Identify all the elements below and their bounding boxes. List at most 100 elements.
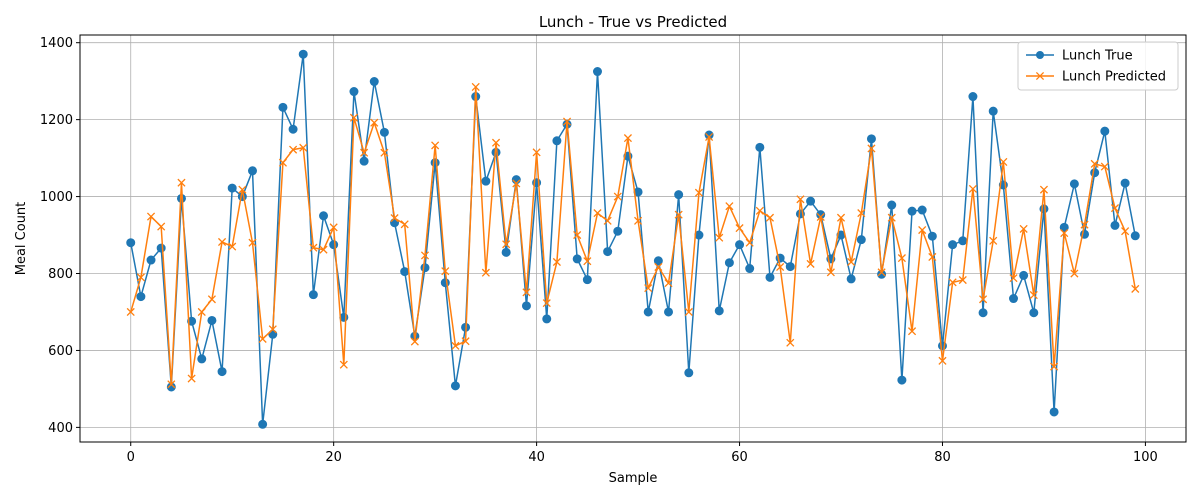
data-point <box>298 49 308 59</box>
data-point <box>542 314 552 324</box>
data-point <box>674 210 683 219</box>
data-point <box>228 242 237 251</box>
data-point <box>420 251 430 260</box>
data-point <box>866 134 876 144</box>
data-point <box>745 264 755 274</box>
series-line <box>130 86 1137 386</box>
legend-item-1: Lunch True <box>1026 49 1133 64</box>
data-point <box>999 157 1008 167</box>
data-point <box>664 279 673 288</box>
data-point <box>1029 308 1039 318</box>
data-point <box>836 213 846 222</box>
data-point <box>319 245 328 254</box>
data-point <box>319 211 329 221</box>
data-point <box>562 117 572 126</box>
data-point <box>958 275 967 285</box>
data-point <box>146 255 156 265</box>
data-point <box>532 148 541 157</box>
data-point <box>755 206 764 215</box>
data-point <box>1049 407 1059 417</box>
data-point <box>826 268 835 277</box>
data-point <box>451 341 460 350</box>
data-point <box>329 240 339 250</box>
data-point <box>278 102 288 112</box>
data-point <box>583 257 592 266</box>
legend-marker <box>1036 51 1044 59</box>
data-point <box>379 127 389 137</box>
data-point <box>247 166 257 176</box>
data-point <box>248 238 257 247</box>
data-point <box>136 273 145 282</box>
data-point <box>126 238 136 248</box>
x-tick-label: 60 <box>731 450 748 465</box>
data-point <box>217 367 227 377</box>
data-point <box>603 216 612 225</box>
data-point <box>308 290 318 300</box>
data-point <box>512 179 521 188</box>
data-point <box>1131 284 1140 293</box>
data-point <box>887 213 896 222</box>
data-point <box>349 87 359 97</box>
data-point <box>207 295 216 304</box>
data-point <box>146 212 156 221</box>
data-point <box>258 334 267 343</box>
x-tick-label: 80 <box>934 450 951 465</box>
data-point <box>360 148 369 157</box>
data-point <box>288 124 298 134</box>
data-point <box>573 230 582 240</box>
data-point <box>197 354 207 364</box>
data-point <box>278 158 287 167</box>
data-point <box>197 307 206 317</box>
data-point <box>400 220 409 229</box>
data-point <box>440 278 450 288</box>
data-point <box>157 222 166 231</box>
data-point <box>897 375 907 385</box>
legend-marker <box>1035 71 1045 81</box>
data-point <box>582 275 592 285</box>
series-2 <box>126 82 1140 389</box>
data-point <box>501 247 511 257</box>
data-point <box>542 299 551 308</box>
chart-title: Lunch - True vs Predicted <box>539 13 727 31</box>
y-tick-label: 1200 <box>40 113 73 128</box>
x-tick-label: 20 <box>325 450 342 465</box>
data-point <box>877 268 886 277</box>
data-point <box>380 148 389 157</box>
data-point <box>654 262 663 272</box>
data-point <box>1090 159 1099 168</box>
data-point <box>1060 229 1069 238</box>
data-point <box>430 158 440 168</box>
data-point <box>735 240 745 250</box>
data-point <box>1110 220 1120 230</box>
data-point <box>156 243 166 253</box>
x-tick-label: 100 <box>1133 450 1158 465</box>
data-point <box>816 212 825 222</box>
data-point <box>390 214 399 223</box>
data-point <box>745 238 754 247</box>
data-point <box>988 106 998 116</box>
data-point <box>227 183 237 193</box>
y-tick-label: 1400 <box>40 36 73 51</box>
data-point <box>289 145 298 154</box>
data-point <box>309 243 318 252</box>
data-point <box>1110 204 1120 213</box>
data-point <box>1100 126 1110 136</box>
data-point <box>1009 274 1018 283</box>
data-point <box>1050 362 1059 371</box>
data-point <box>431 141 440 150</box>
data-point <box>887 200 897 210</box>
data-point <box>1070 269 1079 278</box>
data-point <box>1019 270 1029 280</box>
data-point <box>491 138 501 147</box>
data-point <box>948 240 958 250</box>
data-point <box>1121 227 1130 236</box>
data-point <box>217 237 227 247</box>
data-point <box>674 190 684 200</box>
data-point <box>786 338 795 347</box>
data-point <box>126 307 135 317</box>
data-point <box>400 267 410 277</box>
data-point <box>724 258 734 268</box>
data-point <box>613 226 623 236</box>
